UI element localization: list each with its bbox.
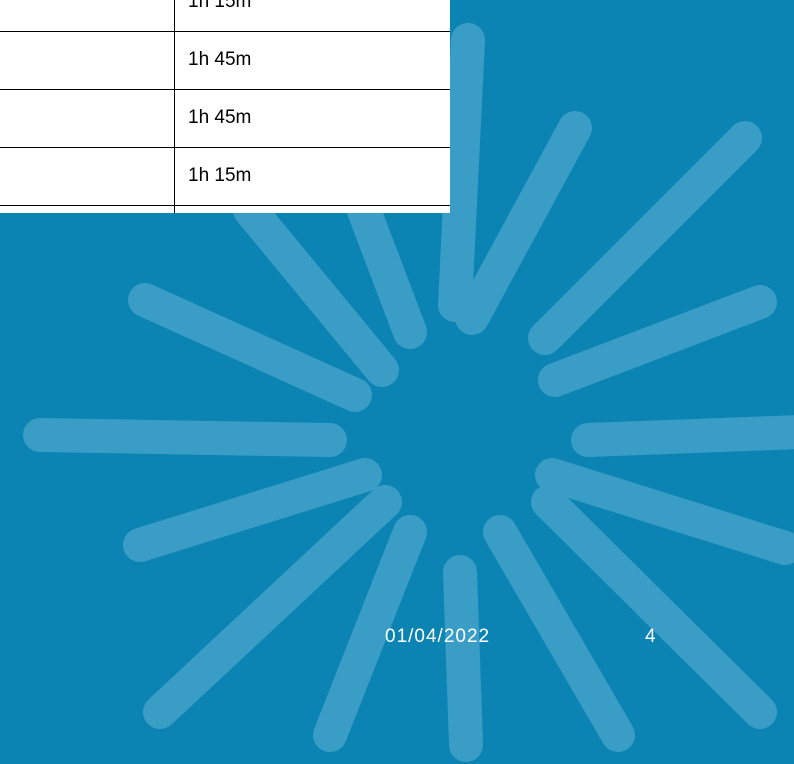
table-cell-text: 1h 45m	[188, 32, 251, 88]
table-row: 1h 45m	[0, 90, 450, 148]
table-cell-text: 1h 15m	[188, 0, 251, 30]
table-cell-text: 1h 15m	[188, 148, 251, 204]
table-row: 1h 15m	[0, 148, 450, 206]
footer-date: 01/04/2022	[385, 626, 490, 648]
table-cell	[0, 206, 175, 213]
table-cell	[0, 148, 175, 205]
table-cell	[0, 0, 175, 31]
table-cell-text: 1h 45m	[188, 90, 251, 146]
page-number: 4	[645, 626, 657, 648]
table-cell	[0, 32, 175, 89]
table-row	[0, 206, 450, 213]
table-row: 1h 45m	[0, 32, 450, 90]
slide: 1h 15m1h 45m1h 45m1h 15m 01/04/2022 4 ((…	[0, 0, 794, 764]
table-row: 1h 15m	[0, 0, 450, 32]
table-cell	[0, 90, 175, 147]
